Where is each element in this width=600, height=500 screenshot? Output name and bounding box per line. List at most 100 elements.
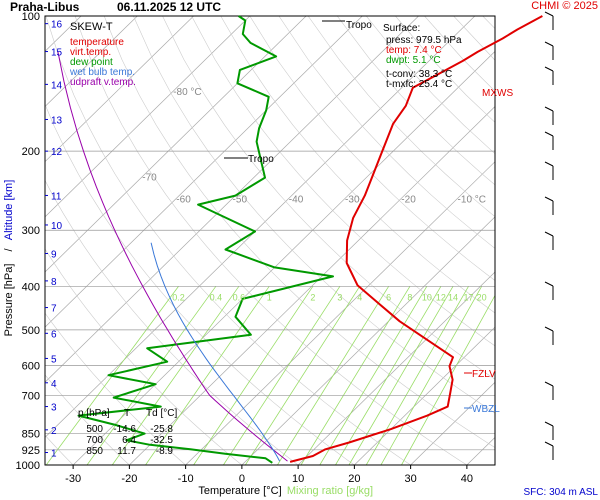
level-table-cell: 700 — [86, 435, 103, 446]
mixing-ratio-line — [365, 286, 469, 465]
wind-barb-flag — [544, 66, 554, 72]
altitude-tick-label: 7 — [51, 304, 57, 315]
dry-adiabat — [45, 103, 355, 465]
altitude-tick-label: 5 — [51, 354, 57, 365]
wind-barb-flag — [544, 421, 554, 427]
datetime: 06.11.2025 12 UTC — [117, 0, 222, 14]
surface-title: Surface: — [383, 23, 420, 34]
pressure-tick-label: 200 — [22, 146, 40, 158]
altitude-tick-label: 10 — [51, 221, 63, 232]
wetbulb-line — [150, 242, 281, 462]
mixing-ratio-line — [193, 286, 314, 465]
mxws-label: MXWS — [482, 88, 513, 99]
altitude-tick-label: 15 — [51, 48, 63, 59]
isotherm-label: -20 — [401, 194, 416, 205]
temperature-tick-label: -10 — [178, 473, 194, 485]
wbzl-label: WBZL — [472, 404, 500, 415]
isotherm-line — [45, 16, 194, 163]
mixing-ratio-line — [348, 286, 454, 465]
level-table-header: Td [°C] — [146, 408, 177, 419]
wind-barb-flag — [544, 196, 554, 202]
pressure-tick-label: 700 — [22, 390, 40, 402]
temperature-tick-label: -30 — [65, 473, 81, 485]
y-axis-label: Pressure [hPa] — [3, 264, 15, 337]
mixing-ratio-label: 4 — [357, 292, 362, 302]
dry-adiabat — [249, 16, 495, 281]
isotherm-label: -80 °C — [173, 87, 201, 98]
mixing-ratio-label: 0.6 — [233, 292, 246, 302]
dry-adiabat — [307, 16, 495, 217]
pressure-tick-label: 600 — [22, 360, 40, 372]
dry-adiabat — [162, 16, 495, 380]
mixing-ratio-line — [335, 286, 442, 465]
isotherm-line — [241, 216, 495, 465]
legend-item: temperature — [70, 37, 124, 48]
mixing-ratio-label: 2 — [310, 292, 315, 302]
wind-barb-flag — [544, 41, 554, 47]
sfc-label: SFC: 304 m ASL — [524, 487, 599, 498]
level-table-cell: 500 — [86, 424, 103, 435]
temperature-tick-label: -20 — [121, 473, 137, 485]
wind-barb-flag — [544, 281, 554, 287]
dry-adiabat — [133, 16, 495, 414]
pressure-tick-label: 100 — [22, 11, 40, 23]
altitude-tick-label: 9 — [51, 249, 57, 260]
wind-barb-flag — [544, 106, 554, 112]
legend-item: virt.temp. — [70, 47, 111, 58]
surface-press: press: 979.5 hPa — [386, 35, 462, 46]
altitude-tick-label: 8 — [51, 277, 57, 288]
pressure-tick-label: 500 — [22, 325, 40, 337]
isotherm-line — [45, 16, 138, 108]
credit: CHMI © 2025 — [531, 0, 598, 12]
level-table-cell: -8.9 — [156, 446, 174, 457]
mixing-ratio-label: 8 — [407, 292, 412, 302]
credit-label: CHMI © 2025 — [531, 0, 598, 12]
isotherm-label: -30 — [345, 194, 360, 205]
wind-barb-flag — [544, 441, 554, 447]
mixing-ratio-label: 10 — [422, 292, 432, 302]
station-title: Praha-Libus — [10, 0, 79, 14]
level-table-cell: -32.5 — [150, 435, 173, 446]
temperature-tick-label: 30 — [405, 473, 417, 485]
surface-tmxfc: t-mxfc: 25.4 °C — [386, 79, 452, 90]
dry-adiabat — [541, 16, 600, 465]
altitude-tick-label: 4 — [51, 379, 57, 390]
level-table-cell: 11.7 — [117, 446, 136, 457]
dry-adiabat — [512, 16, 600, 465]
isotherm-label: -40 — [289, 194, 304, 205]
y-axis-label-altitude: Altitude [km] — [3, 180, 15, 241]
isotherm-line — [297, 271, 495, 465]
altitude-tick-label: 3 — [51, 403, 57, 414]
tropo-label-mid: Tropo — [248, 154, 274, 165]
isotherm-label: -70 — [142, 173, 157, 184]
surface-temp: temp: 7.4 °C — [386, 45, 442, 56]
temperature-tick-label: 20 — [348, 473, 360, 485]
mixing-ratio-label: 0.2 — [172, 292, 185, 302]
temperature-tick-label: 0 — [239, 473, 245, 485]
legend-item: wet bulb temp. — [69, 67, 135, 78]
mixing-ratio-line — [223, 286, 341, 465]
mixing-ratio-label: 6 — [386, 292, 391, 302]
temperature-tick-label: 10 — [292, 473, 304, 485]
wind-barb-flag — [544, 231, 554, 237]
mixing-ratio-line — [380, 286, 483, 465]
mixing-ratio-line — [277, 286, 390, 465]
isotherm-label: -10 °C — [458, 194, 486, 205]
mixing-ratio-line — [244, 286, 361, 465]
dry-adiabat — [191, 16, 495, 347]
wind-barb-flag — [544, 11, 554, 17]
x-axis-label-mixing: Mixing ratio [g/kg] — [287, 485, 373, 497]
y-axis-label-sep: / — [3, 248, 15, 252]
mixing-ratio-line — [86, 286, 217, 465]
surface-tconv: t-conv: 38.3 °C — [386, 69, 452, 80]
mixing-ratio-line — [145, 286, 270, 465]
isotherm-line — [354, 326, 495, 465]
station-name: Praha-Libus — [10, 0, 80, 14]
mixing-ratio-label: 20 — [477, 292, 487, 302]
wind-barb-flag — [544, 381, 554, 387]
legend-item: dew point — [70, 57, 113, 68]
isotherm-line — [45, 16, 363, 328]
chart-profiles — [57, 11, 554, 464]
isotherm-line — [185, 161, 495, 465]
